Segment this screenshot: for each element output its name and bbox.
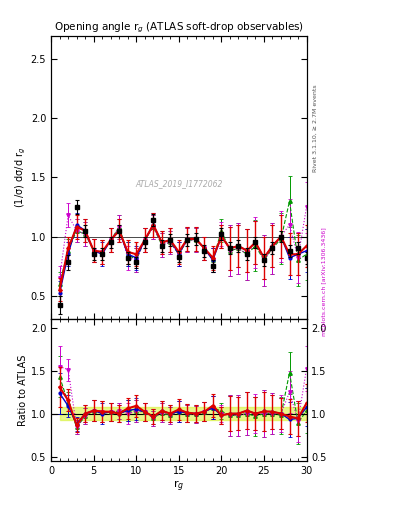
Text: ATLAS_2019_I1772062: ATLAS_2019_I1772062 <box>135 179 222 188</box>
Text: Rivet 3.1.10, ≥ 2.7M events: Rivet 3.1.10, ≥ 2.7M events <box>312 84 318 172</box>
X-axis label: r$_g$: r$_g$ <box>173 478 184 494</box>
Title: Opening angle r$_g$ (ATLAS soft-drop observables): Opening angle r$_g$ (ATLAS soft-drop obs… <box>54 20 304 35</box>
Y-axis label: (1/σ) dσ/d r$_g$: (1/σ) dσ/d r$_g$ <box>13 147 28 208</box>
Y-axis label: Ratio to ATLAS: Ratio to ATLAS <box>18 354 28 425</box>
Text: mcplots.cern.ch [arXiv:1306.3436]: mcplots.cern.ch [arXiv:1306.3436] <box>322 227 327 336</box>
